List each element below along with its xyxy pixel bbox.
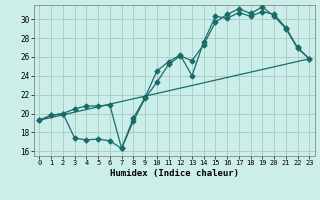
X-axis label: Humidex (Indice chaleur): Humidex (Indice chaleur)	[110, 169, 239, 178]
